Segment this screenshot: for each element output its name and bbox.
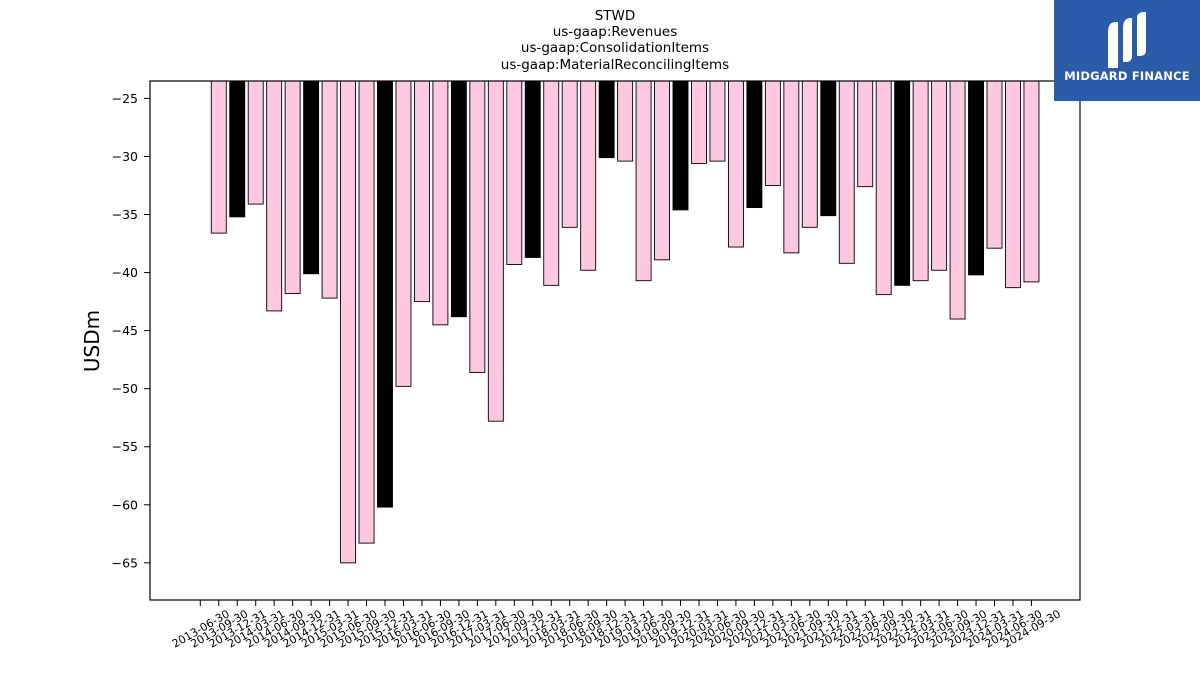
bar — [377, 80, 393, 508]
bar — [801, 80, 818, 228]
bar — [321, 80, 338, 299]
y-tick-label: −60 — [112, 497, 138, 512]
chart-title-line: us-gaap:Revenues — [553, 24, 678, 40]
y-tick-label: −30 — [112, 149, 138, 164]
bar — [524, 80, 541, 258]
bar — [1023, 80, 1040, 283]
bar — [469, 80, 486, 373]
chart-title: STWD us-gaap:Revenues us-gaap:Consolidat… — [501, 8, 729, 73]
bar — [875, 80, 892, 296]
bar — [709, 80, 726, 162]
y-axis-label: USDm — [80, 310, 104, 372]
brand-logo: MIDGARD FINANCE — [1054, 0, 1200, 101]
chart-title-line: us-gaap:ConsolidationItems — [521, 40, 709, 56]
y-tick-label: −50 — [112, 381, 138, 396]
bar — [783, 80, 800, 254]
bar — [894, 80, 911, 286]
bar — [1005, 80, 1021, 289]
bar — [949, 80, 966, 320]
bars-group — [210, 80, 1040, 564]
y-tick-label: −65 — [112, 555, 138, 570]
y-tick-label: −35 — [112, 207, 138, 222]
bar — [672, 80, 689, 211]
bar — [543, 80, 560, 286]
bar — [857, 80, 874, 188]
bar — [838, 80, 855, 264]
bar — [617, 80, 634, 162]
bar — [986, 80, 1003, 249]
bar — [968, 80, 984, 276]
bar — [247, 80, 264, 205]
bar — [266, 80, 283, 312]
bar — [506, 80, 523, 265]
bar — [358, 80, 375, 544]
y-tick-label: −55 — [112, 439, 138, 454]
bar — [654, 80, 670, 261]
bar — [912, 80, 929, 282]
y-tick-label: −40 — [112, 265, 138, 280]
y-axis: −25 −30 −35 −40 −45 −50 −55 −60 −65 — [112, 91, 150, 570]
bar — [931, 80, 948, 271]
chart-title-line: STWD — [595, 8, 636, 24]
y-tick-label: −25 — [112, 91, 138, 106]
bar — [413, 80, 430, 303]
x-axis: 2013-06-302013-09-302013-12-312014-03-31… — [170, 600, 1063, 651]
logo-mark-icon — [1108, 12, 1146, 68]
bar — [598, 80, 615, 159]
plot-frame — [149, 80, 1081, 601]
bar — [303, 80, 320, 275]
bar — [340, 80, 357, 564]
bar — [210, 80, 227, 234]
bar — [395, 80, 412, 387]
bar — [727, 80, 744, 248]
bar — [561, 80, 578, 228]
bar — [764, 80, 781, 186]
brand-name: MIDGARD FINANCE — [1064, 69, 1190, 83]
bar — [580, 80, 597, 271]
bar — [284, 80, 301, 294]
bar — [635, 80, 652, 282]
bar — [746, 80, 763, 209]
bar — [820, 80, 837, 217]
bar — [432, 80, 449, 326]
bar — [487, 80, 504, 422]
bar — [691, 80, 707, 164]
chart-title-line: us-gaap:MaterialReconcilingItems — [501, 57, 729, 73]
bar — [450, 80, 467, 318]
bar — [229, 80, 246, 218]
y-tick-label: −45 — [112, 323, 138, 338]
